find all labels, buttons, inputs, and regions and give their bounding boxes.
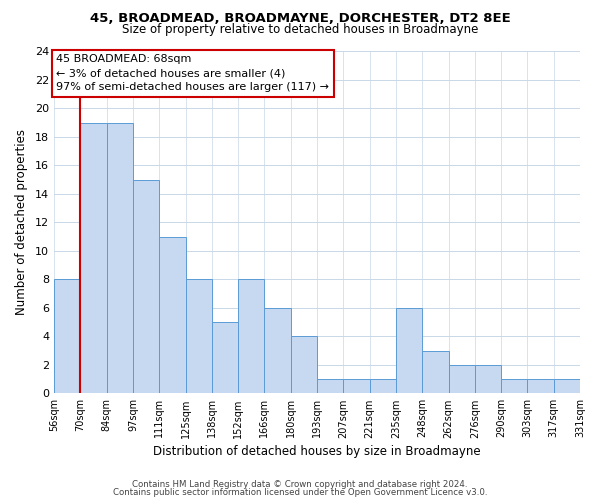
Bar <box>527 379 554 394</box>
Bar <box>265 308 291 394</box>
Bar <box>475 365 501 394</box>
Bar <box>343 379 370 394</box>
Bar <box>54 280 80 394</box>
Y-axis label: Number of detached properties: Number of detached properties <box>15 130 28 316</box>
Bar <box>370 379 396 394</box>
Bar <box>422 350 449 394</box>
Bar <box>238 280 265 394</box>
Bar <box>185 280 212 394</box>
Bar <box>159 236 185 394</box>
Text: Size of property relative to detached houses in Broadmayne: Size of property relative to detached ho… <box>122 24 478 36</box>
Bar <box>396 308 422 394</box>
Text: 45 BROADMEAD: 68sqm
← 3% of detached houses are smaller (4)
97% of semi-detached: 45 BROADMEAD: 68sqm ← 3% of detached hou… <box>56 54 329 92</box>
Text: 45, BROADMEAD, BROADMAYNE, DORCHESTER, DT2 8EE: 45, BROADMEAD, BROADMAYNE, DORCHESTER, D… <box>89 12 511 26</box>
Bar <box>501 379 527 394</box>
Text: Contains HM Land Registry data © Crown copyright and database right 2024.: Contains HM Land Registry data © Crown c… <box>132 480 468 489</box>
Text: Contains public sector information licensed under the Open Government Licence v3: Contains public sector information licen… <box>113 488 487 497</box>
Bar <box>133 180 159 394</box>
Bar <box>212 322 238 394</box>
Bar <box>449 365 475 394</box>
Bar <box>317 379 343 394</box>
Bar <box>80 122 107 394</box>
Bar <box>107 122 133 394</box>
X-axis label: Distribution of detached houses by size in Broadmayne: Distribution of detached houses by size … <box>153 444 481 458</box>
Bar <box>291 336 317 394</box>
Bar <box>554 379 580 394</box>
